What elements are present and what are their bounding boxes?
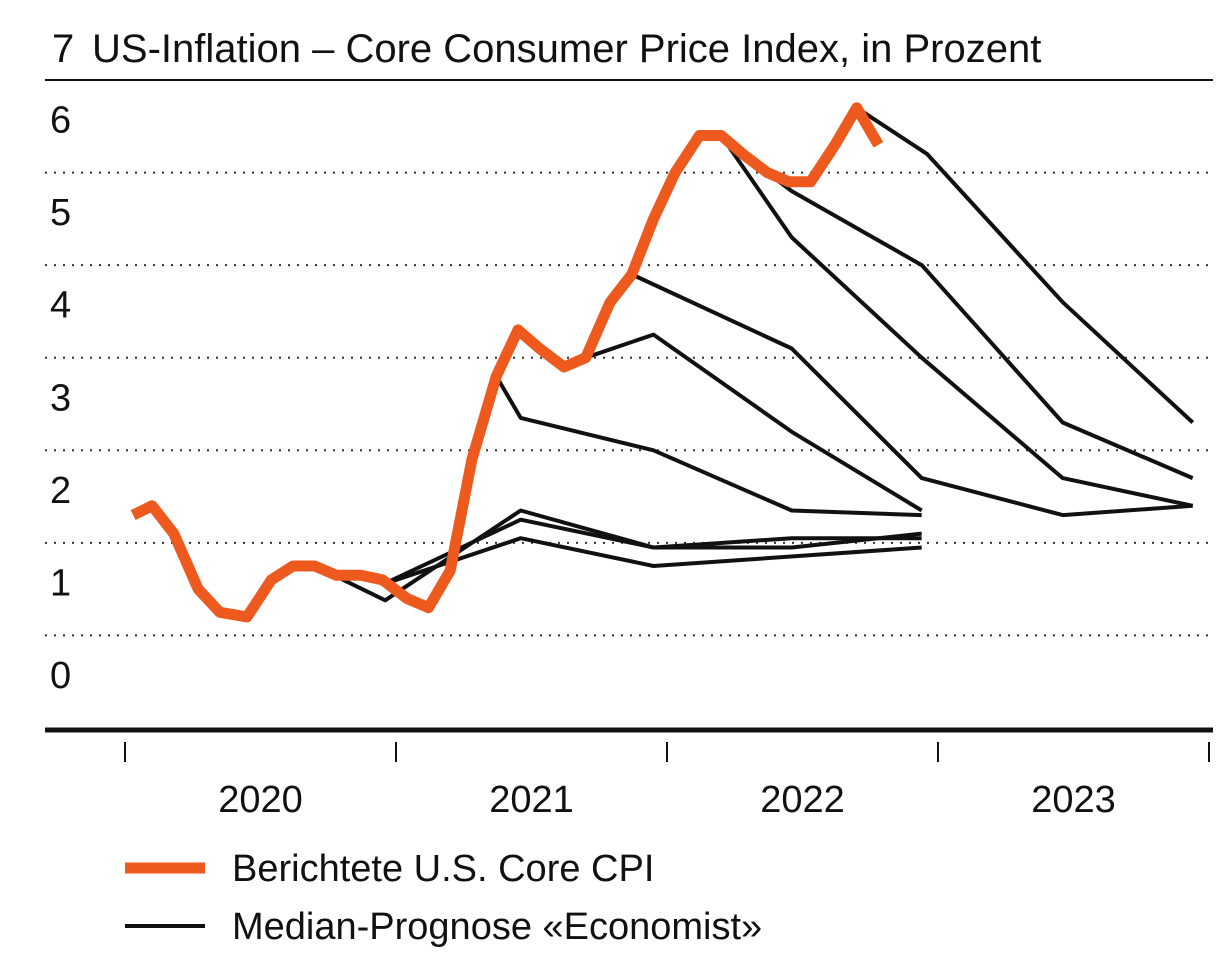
- x-tick-label-2022: 2022: [760, 779, 845, 821]
- forecast-line-1: [313, 508, 922, 603]
- x-tick-label-2021: 2021: [489, 779, 574, 821]
- x-tick-label-2023: 2023: [1031, 779, 1116, 821]
- forecast-line-9: [855, 106, 1195, 424]
- y-tick-label-1: 1: [50, 562, 71, 604]
- chart-title: 7 US-Inflation – Core Consumer Price Ind…: [52, 27, 1041, 71]
- y-tick-label-3: 3: [50, 377, 71, 419]
- legend-label-reported: Berichtete U.S. Core CPI: [232, 848, 654, 890]
- gridlines: [45, 171, 1213, 637]
- figure-number: 7: [52, 27, 74, 71]
- legend-label-forecast: Median-Prognose «Economist»: [232, 906, 762, 948]
- forecast-line-5: [585, 332, 923, 513]
- y-tick-label-0: 0: [50, 655, 71, 697]
- forecast-line-4: [494, 375, 922, 518]
- x-axis-ticks: [124, 742, 1210, 762]
- y-tick-label-6: 6: [50, 100, 71, 142]
- x-tick-label-2020: 2020: [218, 779, 303, 821]
- x-axis-tick-labels: 2020 2021 2022 2023: [218, 779, 1116, 821]
- chart-title-text: US-Inflation – Core Consumer Price Index…: [92, 27, 1041, 71]
- forecast-line-6: [630, 272, 1193, 518]
- forecast-line-8: [766, 171, 1194, 480]
- y-axis-tick-labels: 0 1 2 3 4 5 6: [50, 100, 71, 697]
- forecast-line-7: [719, 134, 1194, 508]
- legend: Berichtete U.S. Core CPI Median-Prognose…: [125, 848, 762, 948]
- y-tick-label-2: 2: [50, 470, 71, 512]
- forecast-series: [313, 106, 1195, 603]
- forecast-line-2: [381, 517, 922, 587]
- y-tick-label-5: 5: [50, 192, 71, 234]
- y-tick-label-4: 4: [50, 285, 71, 327]
- reported-core-cpi-line: [130, 102, 884, 623]
